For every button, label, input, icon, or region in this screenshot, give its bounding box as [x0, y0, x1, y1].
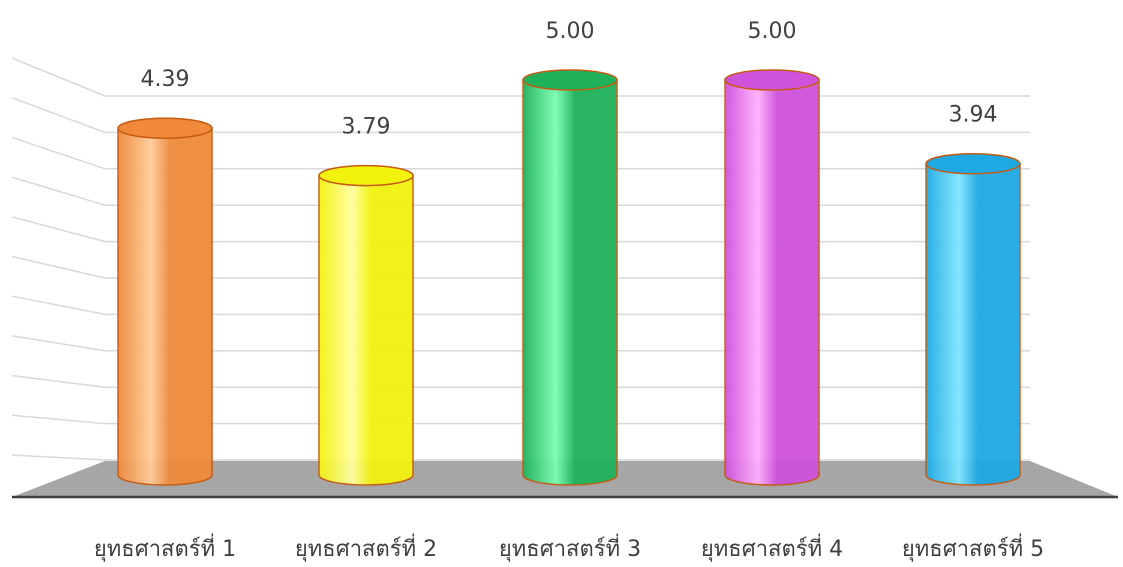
- side-gridline: [11, 255, 106, 279]
- side-gridline: [11, 136, 106, 170]
- bar-top: [724, 69, 820, 91]
- category-labels: ยุทธศาสตร์ที่ 1 ยุทธศาสตร์ที่ 2 ยุทธศาสตร์…: [94, 533, 1044, 562]
- side-gridline: [11, 414, 106, 425]
- data-label: 5.00: [748, 19, 797, 44]
- bar-body: [724, 79, 820, 486]
- bar-top: [117, 117, 213, 139]
- side-gridline: [11, 96, 106, 134]
- category-label: ยุทธศาสตร์ที่ 4: [701, 533, 843, 562]
- side-gridline: [11, 295, 106, 316]
- side-gridline: [11, 176, 106, 206]
- data-label: 4.39: [141, 67, 190, 92]
- bar-top: [925, 152, 1021, 175]
- bar-top: [522, 69, 618, 91]
- side-gridline: [11, 335, 106, 352]
- category-label: ยุทธศาสตร์ที่ 5: [902, 533, 1044, 562]
- bar: [318, 164, 414, 486]
- bar-body: [925, 162, 1021, 486]
- data-label: 5.00: [546, 19, 595, 44]
- bars: [117, 69, 1021, 486]
- side-gridline: [11, 216, 106, 243]
- bar-top: [318, 164, 414, 187]
- side-gridline: [11, 374, 106, 388]
- bar-body: [522, 79, 618, 486]
- bar-body: [318, 174, 414, 486]
- category-label: ยุทธศาสตร์ที่ 2: [295, 533, 437, 562]
- bar: [117, 117, 213, 486]
- data-labels: 4.39 3.79 5.00 5.00 3.94: [141, 19, 998, 140]
- bar-body: [117, 127, 213, 486]
- category-label: ยุทธศาสตร์ที่ 3: [499, 533, 641, 562]
- bar: [522, 69, 618, 486]
- bar: [724, 69, 820, 486]
- side-gridline: [11, 454, 106, 461]
- data-label: 3.79: [342, 115, 391, 140]
- side-gridline: [11, 57, 106, 97]
- bar: [925, 152, 1021, 486]
- data-label: 3.94: [949, 103, 998, 128]
- category-label: ยุทธศาสตร์ที่ 1: [94, 533, 236, 562]
